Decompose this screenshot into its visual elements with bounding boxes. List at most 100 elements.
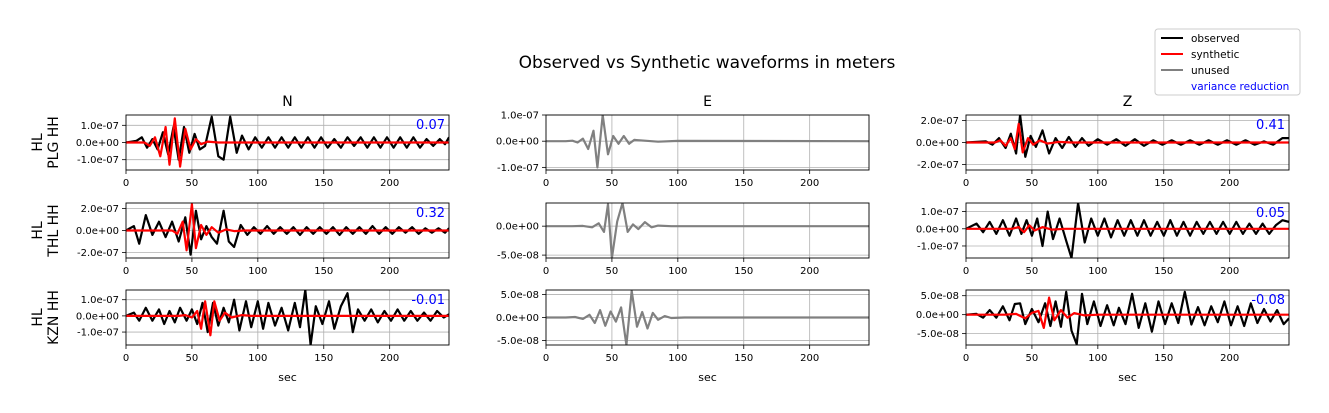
x-tick-label: 100: [1088, 266, 1107, 277]
variance-reduction-label: -0.01: [411, 293, 445, 308]
y-tick-label: -5.0e-08: [497, 251, 539, 262]
x-tick-label: 0: [963, 353, 969, 364]
x-tick-label: 0: [543, 266, 549, 277]
x-tick-label: 150: [1154, 266, 1173, 277]
variance-reduction-label: 0.32: [416, 206, 445, 221]
x-tick-label: 150: [314, 353, 333, 364]
panel: 0 50 100 150 200 1.0e-07 0.0e+00 -1.0e-07 -0.01 s…: [76, 289, 450, 384]
x-tick-label: 200: [380, 266, 399, 277]
row-label: HL PLG HH: [30, 116, 62, 169]
y-tick-label: 2.0e-07: [81, 204, 119, 215]
panel-frame: [965, 114, 1290, 171]
x-tick-label: 150: [1154, 178, 1173, 189]
y-tick-label: -2.0e-07: [917, 160, 959, 171]
x-tick-label: 50: [1026, 266, 1039, 277]
x-tick-label: 50: [606, 353, 619, 364]
x-tick-label: 0: [123, 353, 129, 364]
variance-reduction-label: -0.08: [1251, 293, 1285, 308]
x-tick-label: 100: [248, 178, 267, 189]
panel-background: [546, 203, 869, 258]
y-tick-label: 1.0e-07: [921, 207, 959, 218]
panel-frame: [545, 114, 870, 171]
panel-frame: [965, 202, 1290, 259]
y-tick-label: 0.0e+00: [76, 138, 119, 149]
legend-frame: [1154, 28, 1301, 96]
y-tick-label: -1.0e-07: [497, 163, 539, 174]
y-tick-label: 0.0e+00: [496, 137, 539, 148]
x-tick-label: 150: [734, 178, 753, 189]
observed-series-line: [126, 290, 449, 345]
y-tick-label: 5.0e-08: [921, 291, 959, 302]
x-tick-label: 100: [1088, 178, 1107, 189]
unused-series-line: [546, 203, 869, 258]
x-tick-label: 50: [606, 266, 619, 277]
x-tick-label: 150: [734, 353, 753, 364]
panel-frame: [125, 114, 450, 171]
y-tick-label: -1.0e-07: [77, 155, 119, 166]
legend: observed synthetic unused variance reductio…: [1154, 28, 1301, 96]
y-tick-label: 0.0e+00: [76, 226, 119, 237]
panel: 0 50 100 150 200 2.0e-07 0.0e+00 -2.0e-07 0.32: [76, 202, 450, 277]
x-tick-label: 200: [800, 178, 819, 189]
row-station-label: PLG HH: [46, 116, 62, 169]
x-tick-label: 150: [1154, 353, 1173, 364]
variance-reduction-label: 0.07: [416, 118, 445, 133]
panel: 0 50 100 150 200 1.0e-07 0.0e+00 -1.0e-07: [496, 111, 870, 189]
synthetic-series-line: [126, 300, 449, 337]
panel: 0 50 100 150 200 5.0e-08 0.0e+00 -5.0e-08 -0.08 s…: [916, 289, 1290, 384]
y-tick-label: 1.0e-07: [81, 295, 119, 306]
x-tick-label: 200: [800, 266, 819, 277]
x-tick-label: 100: [668, 178, 687, 189]
y-tick-label: 0.0e+00: [916, 310, 959, 321]
unused-series-line: [546, 290, 869, 345]
unused-series-line: [546, 115, 869, 169]
x-tick-label: 200: [1220, 266, 1239, 277]
synthetic-series-line: [966, 296, 1289, 329]
y-tick-label: -5.0e-08: [497, 336, 539, 347]
x-axis-label: sec: [278, 371, 297, 384]
x-tick-label: 200: [1220, 178, 1239, 189]
x-tick-label: 100: [668, 353, 687, 364]
synthetic-series-line: [966, 224, 1289, 234]
x-tick-label: 0: [963, 266, 969, 277]
y-tick-label: 0.0e+00: [916, 224, 959, 235]
panel-frame: [965, 289, 1290, 346]
y-tick-label: -1.0e-07: [77, 328, 119, 339]
x-tick-label: 100: [668, 266, 687, 277]
row-label: HL KZN HH: [30, 290, 62, 345]
x-tick-label: 200: [380, 178, 399, 189]
panel: 0 50 100 150 200 2.0e-07 0.0e+00 -2.0e-07 0.41: [916, 114, 1290, 189]
panel-frame: [125, 289, 450, 346]
x-axis-label: sec: [1118, 371, 1137, 384]
x-tick-label: 150: [734, 266, 753, 277]
row-station-label: THL HH: [46, 204, 62, 257]
panel-frame: [125, 202, 450, 259]
x-tick-label: 200: [380, 353, 399, 364]
y-tick-label: 0.0e+00: [496, 313, 539, 324]
legend-entry-label: observed: [1191, 33, 1240, 45]
row-network-label: HL: [30, 133, 46, 152]
x-tick-label: 150: [314, 178, 333, 189]
figure-title: Observed vs Synthetic waveforms in meter…: [519, 53, 896, 73]
x-tick-label: 100: [248, 353, 267, 364]
panel: 0 50 100 150 200 1.0e-07 0.0e+00 -1.0e-07 0.05: [916, 202, 1290, 277]
column-title-e: E: [703, 94, 712, 110]
legend-entry-label: unused: [1191, 65, 1230, 77]
variance-reduction-label: 0.05: [1256, 206, 1285, 221]
column-title-n: N: [282, 94, 292, 110]
column-title-z: Z: [1123, 94, 1133, 110]
panel: 0 50 100 150 200 0.0e+00 -5.0e-08: [496, 202, 870, 277]
x-tick-label: 50: [186, 353, 199, 364]
row-network-label: HL: [30, 308, 46, 327]
x-tick-label: 50: [186, 266, 199, 277]
observed-series-line: [966, 203, 1289, 258]
panel-frame: [545, 202, 870, 259]
x-tick-label: 0: [543, 353, 549, 364]
legend-entry-label: variance reduction: [1191, 81, 1289, 93]
row-network-label: HL: [30, 221, 46, 240]
row-station-label: KZN HH: [46, 290, 62, 345]
y-tick-label: -2.0e-07: [77, 248, 119, 259]
x-tick-label: 50: [1026, 178, 1039, 189]
